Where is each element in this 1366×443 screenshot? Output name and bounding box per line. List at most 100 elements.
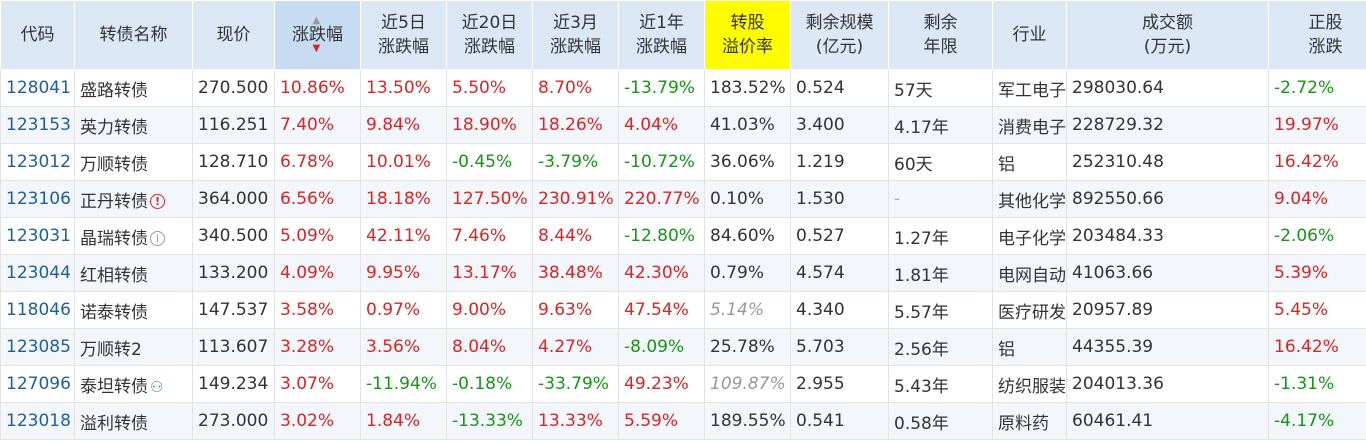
change-3m-cell: 9.63% xyxy=(532,291,619,329)
change-cell: 6.56% xyxy=(274,180,361,218)
bond-name-cell[interactable]: 晶瑞转债 i xyxy=(74,217,193,255)
table-row[interactable]: 123018 溢利转债 273.000 3.02% 1.84% -13.33% 13.33%… xyxy=(0,402,1366,440)
change-1y-cell: 49.23% xyxy=(618,365,705,403)
bond-code-link[interactable]: 123031 xyxy=(0,217,75,255)
change-20d-cell: 7.46% xyxy=(446,217,533,255)
bond-code-link[interactable]: 123044 xyxy=(0,254,75,292)
scale-cell: 3.400 xyxy=(790,106,889,144)
bond-name[interactable]: 泰坦转债 xyxy=(80,376,148,397)
change-cell: 6.78% xyxy=(274,143,361,181)
table-row[interactable]: 118046 诺泰转债 147.537 3.58% 0.97% 9.00% 9.63% 47.… xyxy=(0,291,1366,329)
change-3m-cell: 8.44% xyxy=(532,217,619,255)
bond-name-cell[interactable]: 万顺转债 xyxy=(74,143,193,181)
premium-cell: 41.03% xyxy=(704,106,791,144)
premium-cell: 5.14% xyxy=(704,291,791,329)
bond-name[interactable]: 万顺转2 xyxy=(80,339,142,360)
bond-code-link[interactable]: 123085 xyxy=(0,328,75,366)
bond-name[interactable]: 诺泰转债 xyxy=(80,302,148,323)
header-change-3m[interactable]: 近3月 涨跌幅 xyxy=(532,0,619,70)
change-1y-cell: -8.09% xyxy=(618,328,705,366)
alert-icon[interactable]: ! xyxy=(150,194,165,209)
bond-name[interactable]: 盛路转债 xyxy=(80,80,148,101)
industry-cell: 铝 xyxy=(992,143,1067,181)
change-20d-cell: 8.04% xyxy=(446,328,533,366)
change-20d-cell: -0.45% xyxy=(446,143,533,181)
bond-code-link[interactable]: 123018 xyxy=(0,402,75,440)
bond-name[interactable]: 红相转债 xyxy=(80,265,148,286)
table-row[interactable]: 128041 盛路转债 270.500 10.86% 13.50% 5.50% 8.70% -… xyxy=(0,69,1366,107)
bond-name-cell[interactable]: 万顺转2 xyxy=(74,328,193,366)
header-change-20d[interactable]: 近20日 涨跌幅 xyxy=(446,0,533,70)
volume-cell: 44355.39 xyxy=(1066,328,1269,366)
header-price[interactable]: 现价 xyxy=(192,0,275,70)
price-cell: 270.500 xyxy=(192,69,275,107)
change-3m-cell: 38.48% xyxy=(532,254,619,292)
change-20d-cell: 9.00% xyxy=(446,291,533,329)
bond-name-cell[interactable]: 溢利转债 xyxy=(74,402,193,440)
bond-code-link[interactable]: 123106 xyxy=(0,180,75,218)
change-3m-cell: 18.26% xyxy=(532,106,619,144)
table-row[interactable]: 123012 万顺转债 128.710 6.78% 10.01% -0.45% -3.79%… xyxy=(0,143,1366,181)
table-row[interactable]: 127096 泰坦转债 ⚇ 149.234 3.07% -11.94% -0.18% -33.… xyxy=(0,365,1366,403)
change-1y-cell: -12.80% xyxy=(618,217,705,255)
stock-change-cell: 5.45% xyxy=(1268,291,1366,329)
price-cell: 273.000 xyxy=(192,402,275,440)
stock-change-cell: -1.31% xyxy=(1268,365,1366,403)
volume-cell: 228729.32 xyxy=(1066,106,1269,144)
scale-cell: 5.703 xyxy=(790,328,889,366)
price-cell: 340.500 xyxy=(192,217,275,255)
bond-code-link[interactable]: 123012 xyxy=(0,143,75,181)
bond-name-cell[interactable]: 红相转债 xyxy=(74,254,193,292)
bond-code-link[interactable]: 127096 xyxy=(0,365,75,403)
volume-cell: 203484.33 xyxy=(1066,217,1269,255)
header-change-1y[interactable]: 近1年 涨跌幅 xyxy=(618,0,705,70)
change-1y-cell: -10.72% xyxy=(618,143,705,181)
table-row[interactable]: 123085 万顺转2 113.607 3.28% 3.56% 8.04% 4.27% -8.… xyxy=(0,328,1366,366)
bond-name[interactable]: 溢利转债 xyxy=(80,413,148,434)
change-cell: 10.86% xyxy=(274,69,361,107)
scale-cell: 4.574 xyxy=(790,254,889,292)
header-stock-change[interactable]: 正股 涨跌 xyxy=(1268,0,1366,70)
bond-name-cell[interactable]: 诺泰转债 xyxy=(74,291,193,329)
bond-name[interactable]: 万顺转债 xyxy=(80,154,148,175)
header-code[interactable]: 代码 xyxy=(0,0,75,70)
header-term[interactable]: 剩余 年限 xyxy=(888,0,993,70)
change-1y-cell: 4.04% xyxy=(618,106,705,144)
stock-change-cell: 9.04% xyxy=(1268,180,1366,218)
bond-code-link[interactable]: 128041 xyxy=(0,69,75,107)
change-5d-cell: 9.95% xyxy=(360,254,447,292)
bond-name[interactable]: 正丹转债 xyxy=(80,191,148,212)
change-1y-cell: -13.79% xyxy=(618,69,705,107)
change-5d-cell: 13.50% xyxy=(360,69,447,107)
table-row[interactable]: 123106 正丹转债! 364.000 6.56% 18.18% 127.50% 230.… xyxy=(0,180,1366,218)
bond-name[interactable]: 晶瑞转债 xyxy=(80,228,148,249)
stock-change-cell: -2.06% xyxy=(1268,217,1366,255)
bond-code-link[interactable]: 118046 xyxy=(0,291,75,329)
header-scale[interactable]: 剩余规模 (亿元) xyxy=(790,0,889,70)
bond-name-cell[interactable]: 正丹转债! xyxy=(74,180,193,218)
term-cell: 57天 xyxy=(888,69,993,107)
stock-change-cell: 5.39% xyxy=(1268,254,1366,292)
scale-cell: 2.955 xyxy=(790,365,889,403)
header-premium[interactable]: 转股 溢价率 xyxy=(704,0,791,70)
industry-cell: 原料药 xyxy=(992,402,1067,440)
table-row[interactable]: 123044 红相转债 133.200 4.09% 9.95% 13.17% 38.48% 4… xyxy=(0,254,1366,292)
table-row[interactable]: 123153 英力转债 116.251 7.40% 9.84% 18.90% 18.26% 4… xyxy=(0,106,1366,144)
header-change[interactable]: 涨跌幅 ▲ ▼ xyxy=(274,0,361,70)
bond-name-cell[interactable]: 盛路转债 xyxy=(74,69,193,107)
change-cell: 3.28% xyxy=(274,328,361,366)
header-volume[interactable]: 成交额 (万元) xyxy=(1066,0,1269,70)
header-name[interactable]: 转债名称 xyxy=(74,0,193,70)
header-change-5d[interactable]: 近5日 涨跌幅 xyxy=(360,0,447,70)
header-industry[interactable]: 行业 xyxy=(992,0,1067,70)
person-icon[interactable]: ⚇ xyxy=(150,377,164,396)
stock-change-cell: 16.42% xyxy=(1268,328,1366,366)
bond-name-cell[interactable]: 泰坦转债 ⚇ xyxy=(74,365,193,403)
bond-name[interactable]: 英力转债 xyxy=(80,117,148,138)
premium-cell: 25.78% xyxy=(704,328,791,366)
info-icon[interactable]: i xyxy=(150,231,165,246)
bond-name-cell[interactable]: 英力转债 xyxy=(74,106,193,144)
table-row[interactable]: 123031 晶瑞转债 i 340.500 5.09% 42.11% 7.46% 8.44% -… xyxy=(0,217,1366,255)
bond-code-link[interactable]: 123153 xyxy=(0,106,75,144)
